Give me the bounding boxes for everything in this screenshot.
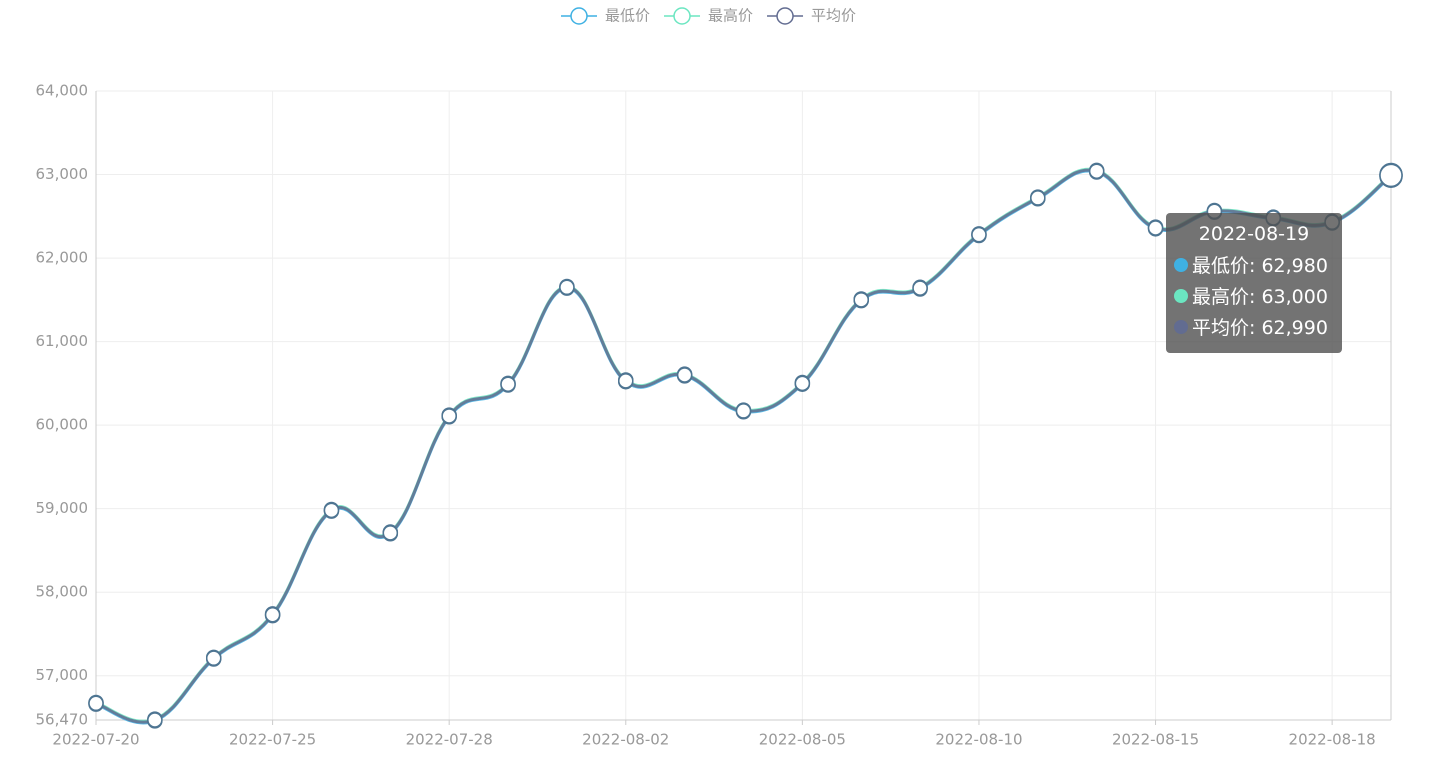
tooltip-item: 平均价: 62,990 (1192, 317, 1328, 339)
y-tick-label: 64,000 (36, 82, 89, 100)
tooltip: 2022-08-19 最低价: 62,980 最高价: 63,000 平均价: 62… (1166, 213, 1342, 353)
legend-label: 最低价 (605, 7, 650, 25)
legend-marker (673, 7, 691, 25)
data-point (1030, 190, 1046, 206)
data-point (618, 373, 634, 389)
legend-label: 平均价 (811, 7, 856, 25)
x-tick-label: 2022-08-18 (1289, 731, 1376, 749)
y-tick-label: 56,470 (36, 711, 89, 729)
data-point (559, 279, 575, 296)
data-point (205, 650, 222, 666)
tooltip-dot (1174, 257, 1188, 272)
data-point (735, 403, 752, 419)
data-point (441, 408, 457, 424)
x-tick-label: 2022-07-25 (229, 731, 316, 749)
y-tick-label: 58,000 (36, 583, 89, 601)
tooltip-dot (1174, 288, 1188, 303)
x-tick-label: 2022-08-02 (582, 731, 669, 749)
legend: 最低价 最高价 平均价 (561, 7, 856, 25)
y-tick-label: 63,000 (36, 165, 89, 183)
data-point (147, 712, 163, 728)
data-point (676, 367, 693, 383)
tooltip-item: 最低价: 62,980 (1192, 255, 1328, 277)
data-point (88, 695, 104, 712)
y-tick-label: 59,000 (36, 499, 89, 517)
tooltip-row: 最低价: 62,980 (1174, 249, 1334, 280)
data-point (1147, 220, 1164, 236)
tooltip-title: 2022-08-19 (1198, 223, 1310, 245)
legend-marker (570, 7, 588, 25)
data-point (382, 525, 399, 541)
x-tick-label: 2022-08-05 (759, 731, 846, 749)
x-tick-label: 2022-08-10 (935, 731, 1022, 749)
data-point (794, 375, 811, 392)
y-tick-label: 62,000 (36, 249, 89, 267)
legend-marker (776, 7, 794, 25)
data-point (971, 226, 987, 243)
data-point (1088, 163, 1105, 179)
tooltip-row: 最高价: 63,000 (1174, 280, 1334, 311)
y-tick-label: 61,000 (36, 332, 89, 350)
data-point (323, 502, 340, 519)
legend-label: 最高价 (708, 7, 753, 25)
x-tick-label: 2022-07-20 (52, 731, 139, 749)
data-point (264, 606, 281, 623)
data-point (1379, 163, 1403, 188)
y-tick-label: 60,000 (36, 416, 89, 434)
x-tick-label: 2022-08-15 (1112, 731, 1199, 749)
y-tick-label: 57,000 (36, 666, 89, 684)
data-point (853, 292, 869, 308)
tooltip-dot (1174, 319, 1188, 334)
data-point (912, 280, 928, 296)
tooltip-row: 平均价: 62,990 (1174, 311, 1334, 342)
data-point (500, 376, 516, 392)
tooltip-item: 最高价: 63,000 (1192, 286, 1328, 308)
x-tick-label: 2022-07-28 (406, 731, 493, 749)
